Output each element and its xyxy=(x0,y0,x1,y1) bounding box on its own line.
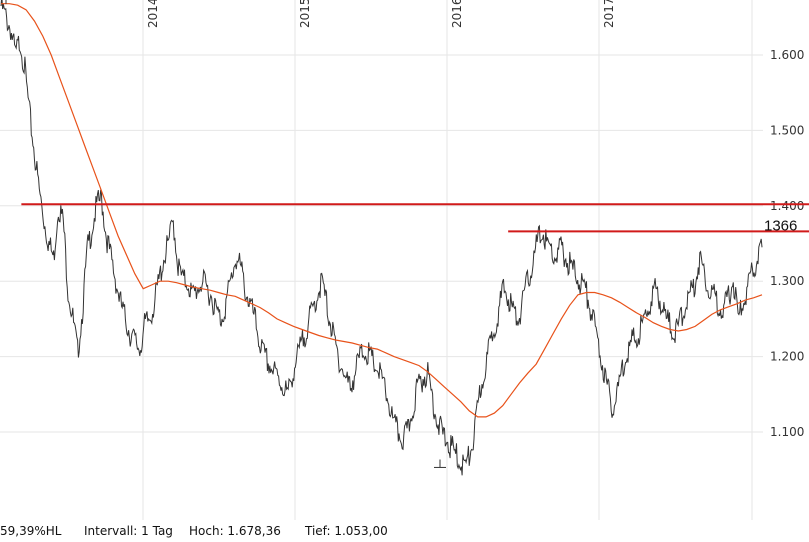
y-tick-label: 1.100 xyxy=(770,425,804,439)
x-tick-label: 2017 xyxy=(602,0,616,28)
chart-footer: 59,39%HL Intervall: 1 Tag Hoch: 1.678,36… xyxy=(0,524,809,542)
horizontal-line-label: 1366 xyxy=(764,217,797,234)
interval-label: Intervall: 1 Tag xyxy=(84,524,173,538)
price-line xyxy=(0,0,763,476)
y-tick-label: 1.500 xyxy=(770,123,804,137)
high-label: Hoch: 1.678,36 xyxy=(189,524,281,538)
x-tick-label: 2015 xyxy=(298,0,312,28)
moving-average-line xyxy=(1,3,763,418)
y-tick-label: 1.200 xyxy=(770,350,804,364)
x-tick-label: 2014 xyxy=(146,0,160,28)
y-tick-label: 1.400 xyxy=(770,199,804,213)
x-tick-label: 2016 xyxy=(450,0,464,28)
y-tick-label: 1.300 xyxy=(770,274,804,288)
performance-label: 59,39%HL xyxy=(0,524,62,538)
low-label: Tief: 1.053,00 xyxy=(305,524,388,538)
y-tick-label: 1.600 xyxy=(770,48,804,62)
